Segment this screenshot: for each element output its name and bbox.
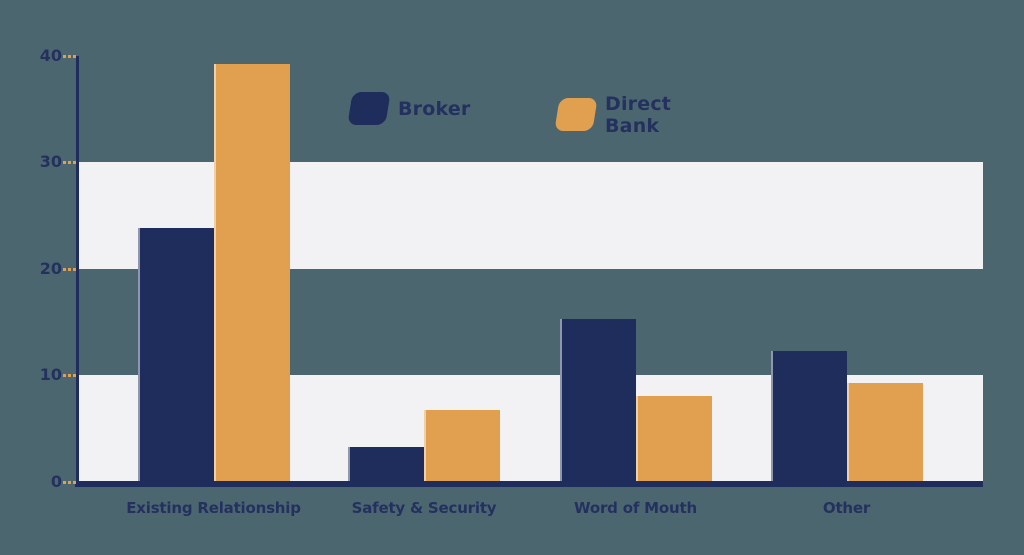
broker-swatch-icon bbox=[347, 92, 391, 125]
legend-item-direct-bank: Direct Bank bbox=[554, 92, 672, 137]
x-axis-label-safety-security: Safety & Security bbox=[351, 499, 497, 517]
x-axis-label-other: Other bbox=[822, 499, 871, 517]
y-axis-tick-20 bbox=[63, 267, 76, 271]
y-axis-tick-0 bbox=[63, 481, 76, 484]
bar-direct-bank-safety-security bbox=[424, 409, 500, 482]
bar-broker-word-of-mouth bbox=[559, 318, 636, 482]
direct-bank-swatch-icon bbox=[554, 98, 598, 131]
legend-label-broker: Broker bbox=[398, 98, 471, 120]
legend-label-direct-bank: Direct Bank bbox=[605, 93, 672, 137]
bar-broker-safety-security bbox=[348, 446, 424, 482]
y-axis-tick-label-40: 40 bbox=[39, 45, 62, 65]
bar-broker-existing-relationship bbox=[137, 228, 214, 482]
legend-item-broker: Broker bbox=[347, 92, 471, 125]
bar-direct-bank-other bbox=[846, 382, 923, 482]
x-axis-label-existing-relationship: Existing Relationship bbox=[126, 499, 301, 517]
y-axis-tick-label-30: 30 bbox=[39, 152, 62, 172]
x-axis-label-word-of-mouth: Word of Mouth bbox=[574, 499, 697, 517]
y-axis-line bbox=[76, 55, 79, 482]
y-axis-tick-30 bbox=[63, 161, 76, 165]
bar-broker-other bbox=[770, 350, 847, 482]
y-axis-tick-label-20: 20 bbox=[39, 258, 62, 278]
y-axis-tick-label-0: 0 bbox=[50, 472, 62, 491]
y-axis-tick-40 bbox=[63, 54, 76, 58]
y-axis-tick-label-10: 10 bbox=[39, 365, 62, 385]
x-axis-line bbox=[75, 481, 983, 487]
bar-direct-bank-existing-relationship bbox=[213, 64, 290, 482]
bar-direct-bank-word-of-mouth bbox=[635, 395, 712, 482]
y-axis-tick-10 bbox=[63, 374, 76, 378]
